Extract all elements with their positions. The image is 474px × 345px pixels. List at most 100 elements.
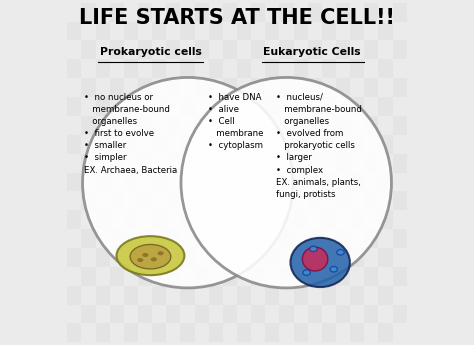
Bar bbox=[181, 286, 194, 305]
Bar bbox=[152, 248, 166, 267]
Bar bbox=[166, 78, 181, 97]
Ellipse shape bbox=[337, 249, 344, 255]
Text: •  have DNA
•  alive
•  Cell
   membrane
•  cytoplasm: • have DNA • alive • Cell membrane • cyt… bbox=[208, 93, 264, 150]
Bar bbox=[392, 191, 407, 210]
Bar bbox=[223, 267, 237, 286]
Bar bbox=[209, 286, 223, 305]
Bar bbox=[181, 323, 194, 342]
Bar bbox=[152, 97, 166, 116]
Bar bbox=[365, 305, 378, 323]
Bar bbox=[350, 323, 365, 342]
Bar bbox=[82, 116, 96, 135]
Bar bbox=[96, 210, 109, 229]
Bar bbox=[322, 323, 336, 342]
Bar bbox=[293, 97, 308, 116]
Bar bbox=[392, 305, 407, 323]
Bar bbox=[293, 210, 308, 229]
Bar bbox=[124, 286, 138, 305]
Bar bbox=[322, 210, 336, 229]
Bar bbox=[308, 3, 322, 22]
Bar bbox=[96, 135, 109, 154]
Bar bbox=[265, 22, 280, 40]
Ellipse shape bbox=[117, 236, 184, 275]
Bar bbox=[166, 267, 181, 286]
Bar bbox=[223, 40, 237, 59]
Bar bbox=[365, 78, 378, 97]
Bar bbox=[124, 97, 138, 116]
Bar bbox=[293, 323, 308, 342]
Bar bbox=[251, 229, 265, 248]
Bar bbox=[350, 22, 365, 40]
Bar bbox=[237, 248, 251, 267]
Bar bbox=[378, 248, 392, 267]
Bar bbox=[138, 229, 152, 248]
Bar bbox=[350, 97, 365, 116]
Bar bbox=[223, 78, 237, 97]
Bar bbox=[378, 135, 392, 154]
Ellipse shape bbox=[303, 270, 310, 275]
Bar bbox=[124, 135, 138, 154]
Bar bbox=[336, 267, 350, 286]
Bar bbox=[109, 78, 124, 97]
Bar bbox=[322, 59, 336, 78]
Bar bbox=[392, 40, 407, 59]
Bar bbox=[82, 3, 96, 22]
Bar bbox=[194, 154, 209, 172]
Bar bbox=[67, 323, 82, 342]
Bar bbox=[251, 78, 265, 97]
Bar bbox=[209, 248, 223, 267]
Bar bbox=[308, 305, 322, 323]
Bar bbox=[378, 97, 392, 116]
Bar bbox=[336, 40, 350, 59]
Bar bbox=[67, 22, 82, 40]
Bar bbox=[209, 210, 223, 229]
Bar bbox=[181, 210, 194, 229]
Bar bbox=[67, 135, 82, 154]
Bar bbox=[109, 267, 124, 286]
Bar bbox=[350, 286, 365, 305]
Bar bbox=[308, 154, 322, 172]
Ellipse shape bbox=[137, 258, 143, 262]
Bar bbox=[336, 305, 350, 323]
Bar bbox=[82, 40, 96, 59]
Bar bbox=[124, 172, 138, 191]
Bar bbox=[265, 135, 280, 154]
Bar bbox=[350, 59, 365, 78]
Bar bbox=[293, 135, 308, 154]
Bar bbox=[152, 323, 166, 342]
Bar bbox=[67, 97, 82, 116]
Bar bbox=[223, 154, 237, 172]
Bar bbox=[194, 191, 209, 210]
Bar bbox=[109, 154, 124, 172]
Bar bbox=[350, 135, 365, 154]
Bar bbox=[392, 78, 407, 97]
Bar bbox=[308, 78, 322, 97]
Bar bbox=[166, 3, 181, 22]
Bar bbox=[365, 40, 378, 59]
Bar bbox=[237, 59, 251, 78]
Bar bbox=[280, 305, 293, 323]
Bar bbox=[322, 248, 336, 267]
Bar bbox=[336, 154, 350, 172]
Bar bbox=[293, 172, 308, 191]
Bar bbox=[265, 286, 280, 305]
Bar bbox=[194, 267, 209, 286]
Bar bbox=[308, 191, 322, 210]
Bar bbox=[124, 248, 138, 267]
Bar bbox=[322, 286, 336, 305]
Bar bbox=[67, 248, 82, 267]
Text: Eukaryotic Cells: Eukaryotic Cells bbox=[263, 47, 361, 57]
Bar bbox=[181, 135, 194, 154]
Bar bbox=[265, 323, 280, 342]
Bar bbox=[152, 210, 166, 229]
Bar bbox=[96, 22, 109, 40]
Bar bbox=[223, 305, 237, 323]
Bar bbox=[181, 172, 194, 191]
Bar bbox=[293, 59, 308, 78]
Bar bbox=[280, 40, 293, 59]
Bar bbox=[223, 191, 237, 210]
Text: •  nucleus/
   membrane-bound
   organelles
•  evolved from
   prokaryotic cells: • nucleus/ membrane-bound organelles • e… bbox=[276, 93, 362, 199]
Bar bbox=[378, 210, 392, 229]
Bar bbox=[124, 59, 138, 78]
Ellipse shape bbox=[302, 247, 328, 271]
